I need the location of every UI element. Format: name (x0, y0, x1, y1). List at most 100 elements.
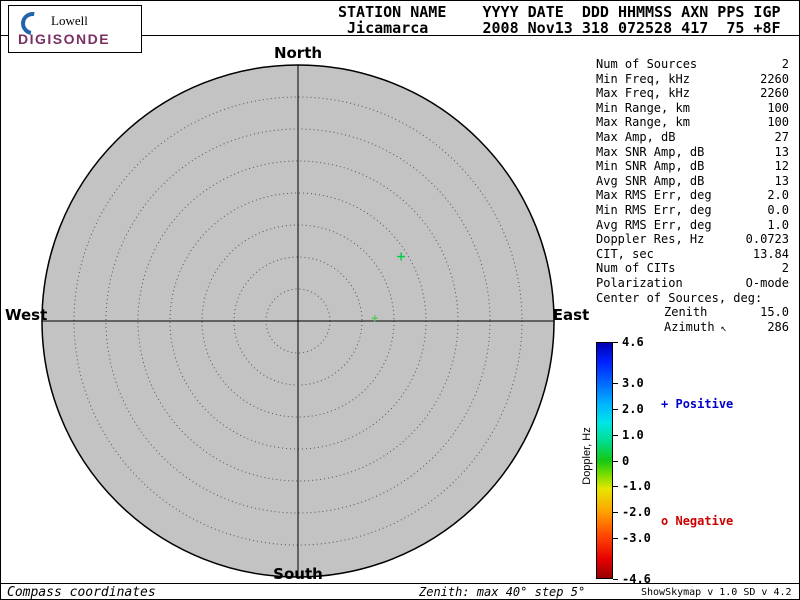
stat-row: Num of Sources 2 (596, 57, 789, 72)
stat-row: Doppler Res, Hz 0.0723 (596, 232, 789, 247)
stat-value: 286 (767, 319, 789, 334)
colorbar-tick-label: 1.0 (622, 427, 644, 442)
stat-value: 13 (774, 144, 789, 159)
stat-row: Polarization O-mode (596, 276, 789, 291)
stat-row: Azimuth ↖ 286 (596, 320, 789, 337)
stat-value: 2 (781, 261, 789, 276)
stat-row: CIT, sec 13.84 (596, 247, 789, 262)
stat-value: 1.0 (767, 217, 789, 232)
colorbar-tick-label: -2.0 (622, 505, 651, 520)
stat-row: Zenith 15.0 (596, 305, 789, 320)
logo-digisonde-text: DIGISONDE (18, 31, 111, 47)
stat-value: 0.0 (767, 202, 789, 217)
compass-label-west: West (5, 306, 48, 324)
stat-label: Num of Sources (596, 57, 698, 71)
colorbar-tick-label: -4.6 (622, 572, 651, 586)
colorbar-tick (613, 512, 618, 514)
plus-marker-icon: + (661, 397, 669, 411)
colorbar-tick (613, 434, 618, 436)
stat-value: 2 (781, 57, 789, 71)
header-divider (1, 35, 799, 36)
stat-label: CIT, sec (596, 246, 654, 261)
stat-row: Min RMS Err, deg 0.0 (596, 203, 789, 218)
stat-label: Min Freq, kHz (596, 71, 690, 86)
stat-row: Min SNR Amp, dB 12 (596, 159, 789, 174)
stat-row: Max Amp, dB 27 (596, 130, 789, 145)
stat-row: Min Range, km 100 (596, 101, 789, 116)
stat-value: 2260 (760, 71, 789, 86)
stat-value: 27 (774, 129, 789, 144)
stat-label: Max Amp, dB (596, 129, 676, 144)
footer-version: ShowSkymap v 1.0 SD v 4.2 (641, 587, 792, 598)
colorbar-tick-label: -3.0 (622, 530, 651, 545)
colorbar-tick-label: 0 (622, 453, 630, 468)
legend-positive-label: Positive (675, 397, 734, 411)
legend-negative-label: Negative (675, 514, 734, 528)
circle-marker-icon: o (661, 514, 669, 528)
logo-lowell-text: Lowell (51, 13, 88, 28)
stat-label: Min RMS Err, deg (596, 202, 712, 217)
colorbar-tick-label: -1.0 (622, 479, 651, 494)
colorbar-axis-label: Doppler, Hz (581, 427, 593, 485)
colorbar-tick-label: 3.0 (622, 376, 644, 391)
stat-label: Max RMS Err, deg (596, 188, 712, 203)
stat-row: Avg RMS Err, deg 1.0 (596, 218, 789, 233)
colorbar-tick (613, 537, 618, 539)
stat-value: 0.0723 (745, 232, 789, 247)
legend-positive: + Positive (661, 397, 733, 411)
stat-label: Max Range, km (596, 115, 690, 130)
stat-value: 100 (767, 100, 789, 115)
colorbar-tick (613, 486, 618, 488)
stat-label: Max SNR Amp, dB (596, 144, 705, 159)
stat-row: Num of CITs 2 (596, 261, 789, 276)
colorbar-tick-label: 4.6 (622, 335, 644, 349)
colorbar-tick (613, 579, 618, 580)
stat-value: 2260 (760, 86, 789, 101)
colorbar-tick (613, 383, 618, 385)
stat-row: Max SNR Amp, dB 13 (596, 145, 789, 160)
stats-panel: Num of Sources 2 Min Freq, kHz 2260 Max Freq… (596, 57, 789, 336)
stat-row: Max Freq, kHz 2260 (596, 86, 789, 101)
stat-label: Azimuth ↖ (664, 319, 727, 334)
footer-divider (1, 583, 799, 584)
footer-zenith-note: Zenith: max 40° step 5° (419, 585, 586, 599)
station-header-values: Jicamarca 2008 Nov13 318 072528 417 75 +… (338, 19, 781, 37)
stat-row: Center of Sources, deg: (596, 291, 789, 306)
footer-coordinates-note: Compass coordinates (7, 585, 156, 600)
stat-label: Polarization (596, 275, 683, 290)
colorbar: 4.6 3.0 2.0 1.0 0 -1.0 -2.0 -3.0 -4.6 (596, 336, 716, 585)
logo: Lowell DIGISONDE (8, 5, 142, 53)
stat-value: 100 (767, 115, 789, 130)
stat-row: Min Freq, kHz 2260 (596, 72, 789, 87)
station-header-labels: STATION NAME YYYY DATE DDD HHMMSS AXN PP… (338, 3, 781, 21)
colorbar-tick-label: 2.0 (622, 401, 644, 416)
stat-label: Max Freq, kHz (596, 86, 690, 101)
stat-value: O-mode (745, 275, 789, 290)
stat-row: Max RMS Err, deg 2.0 (596, 188, 789, 203)
stat-row: Avg SNR Amp, dB 13 (596, 174, 789, 189)
stat-row: Max Range, km 100 (596, 115, 789, 130)
stat-label: Center of Sources, deg: (596, 290, 763, 305)
stat-value: 13 (774, 173, 789, 188)
colorbar-tick (613, 460, 618, 462)
colorbar-tick (613, 408, 618, 410)
stat-label: Avg SNR Amp, dB (596, 173, 705, 188)
stat-label: Min SNR Amp, dB (596, 159, 705, 174)
compass-label-north: North (273, 44, 323, 62)
stat-label: Avg RMS Err, deg (596, 217, 712, 232)
compass-label-east: East (552, 306, 590, 324)
stat-value: 12 (774, 159, 789, 174)
legend-negative: o Negative (661, 514, 733, 528)
stat-label: Min Range, km (596, 100, 690, 115)
stat-label: Doppler Res, Hz (596, 232, 705, 247)
stat-value: 15.0 (760, 305, 789, 320)
colorbar-tick (613, 342, 618, 343)
station-header: STATION NAME YYYY DATE DDD HHMMSS AXN PP… (338, 4, 781, 36)
stat-label: Num of CITs (596, 261, 676, 276)
colorbar-gradient (596, 342, 613, 579)
stat-label: Zenith (664, 305, 708, 320)
compass-label-south: South (273, 565, 323, 583)
stat-value: 13.84 (752, 246, 789, 261)
